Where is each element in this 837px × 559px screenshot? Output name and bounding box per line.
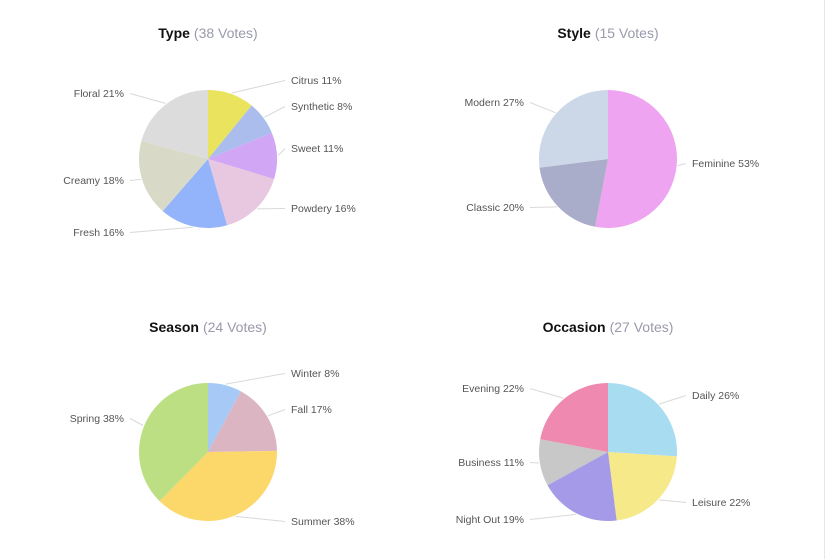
slice-label-daily: Daily 26% bbox=[692, 390, 739, 402]
label-leader-line bbox=[129, 418, 144, 426]
chart-title: Occasion (27 Votes) bbox=[543, 319, 674, 335]
label-leader-line bbox=[658, 499, 687, 503]
slice-label-business: Business 11% bbox=[458, 457, 524, 469]
label-leader-line bbox=[231, 80, 286, 94]
pie-slice-fresh[interactable] bbox=[162, 159, 228, 228]
slice-label-powdery: Powdery 16% bbox=[291, 203, 356, 215]
votes-count: (24 Votes) bbox=[203, 319, 267, 335]
slice-label-leisure: Leisure 22% bbox=[692, 497, 750, 509]
slice-label-night-out: Night Out 19% bbox=[456, 514, 524, 526]
label-leader-line bbox=[529, 102, 556, 114]
label-leader-line bbox=[677, 163, 687, 167]
slice-label-floral: Floral 21% bbox=[74, 88, 124, 100]
label-leader-line bbox=[529, 206, 558, 208]
slice-label-feminine: Feminine 53% bbox=[692, 158, 759, 170]
slice-label-spring: Spring 38% bbox=[70, 413, 124, 425]
pie-slice-spring[interactable] bbox=[138, 383, 208, 502]
label-leader-line bbox=[267, 409, 286, 417]
slice-label-citrus: Citrus 11% bbox=[291, 75, 342, 87]
chart-title: Season (24 Votes) bbox=[149, 319, 267, 335]
slice-label-synthetic: Synthetic 8% bbox=[291, 101, 352, 113]
pie-slice-floral[interactable] bbox=[141, 90, 208, 159]
pie-slice-summer[interactable] bbox=[159, 450, 277, 522]
pie-slice-classic[interactable] bbox=[539, 159, 608, 227]
slice-label-fresh: Fresh 16% bbox=[73, 227, 124, 239]
pie-slice-powdery[interactable] bbox=[208, 159, 275, 226]
chart-title-text: Style bbox=[557, 25, 591, 41]
label-leader-line bbox=[263, 106, 286, 118]
label-leader-line bbox=[225, 373, 286, 385]
chart-title: Style (15 Votes) bbox=[557, 25, 658, 41]
slice-label-fall: Fall 17% bbox=[291, 404, 332, 416]
pie-slice-business[interactable] bbox=[538, 439, 608, 486]
slice-label-creamy: Creamy 18% bbox=[63, 175, 124, 187]
votes-count: (15 Votes) bbox=[595, 25, 659, 41]
label-leader-line bbox=[129, 226, 193, 233]
pie-slice-fall[interactable] bbox=[208, 391, 277, 452]
pie-slice-creamy[interactable] bbox=[139, 140, 208, 212]
pie-slice-sweet[interactable] bbox=[208, 132, 278, 180]
slice-label-summer: Summer 38% bbox=[291, 516, 355, 528]
slice-label-modern: Modern 27% bbox=[464, 97, 524, 109]
pie-slice-winter[interactable] bbox=[208, 383, 241, 452]
label-leader-line bbox=[529, 513, 577, 520]
style-pie-chart: Style (15 Votes) Feminine 53% Classic 20% Mo… bbox=[464, 25, 759, 229]
slice-label-winter: Winter 8% bbox=[291, 368, 339, 380]
chart-title-text: Occasion bbox=[543, 319, 606, 335]
chart-title-text: Season bbox=[149, 319, 199, 335]
pie-slice-feminine[interactable] bbox=[595, 90, 677, 229]
chart-title-text: Type bbox=[158, 25, 190, 41]
chart-title: Type (38 Votes) bbox=[158, 25, 257, 41]
slice-label-classic: Classic 20% bbox=[466, 202, 524, 214]
label-leader-line bbox=[658, 395, 687, 405]
pie-slice-synthetic[interactable] bbox=[208, 105, 272, 159]
label-leader-line bbox=[277, 148, 286, 157]
votes-count: (38 Votes) bbox=[194, 25, 258, 41]
slice-label-evening: Evening 22% bbox=[462, 383, 524, 395]
pie-slice-evening[interactable] bbox=[540, 383, 608, 452]
pie-slice-leisure[interactable] bbox=[608, 452, 677, 521]
label-leader-line bbox=[235, 515, 286, 522]
pie-slice-modern[interactable] bbox=[538, 90, 608, 168]
votes-count: (27 Votes) bbox=[610, 319, 674, 335]
label-leader-line bbox=[529, 388, 564, 399]
pie-slice-citrus[interactable] bbox=[208, 90, 252, 159]
pie-slice-daily[interactable] bbox=[608, 383, 677, 457]
label-leader-line bbox=[129, 178, 142, 181]
pie-slice-night-out[interactable] bbox=[547, 452, 617, 522]
slice-label-sweet: Sweet 11% bbox=[291, 143, 343, 155]
label-leader-line bbox=[529, 462, 539, 464]
label-leader-line bbox=[129, 93, 166, 104]
type-pie-chart: Type (38 Votes) Citrus 11% Synthetic 8% Swee… bbox=[63, 25, 356, 239]
page-right-border bbox=[824, 0, 825, 559]
occasion-pie-chart: Occasion (27 Votes) Daily 26% Leisure 22% Ni… bbox=[456, 319, 751, 526]
season-pie-chart: Season (24 Votes) Winter 8% Fall 17% Summer … bbox=[70, 319, 355, 528]
